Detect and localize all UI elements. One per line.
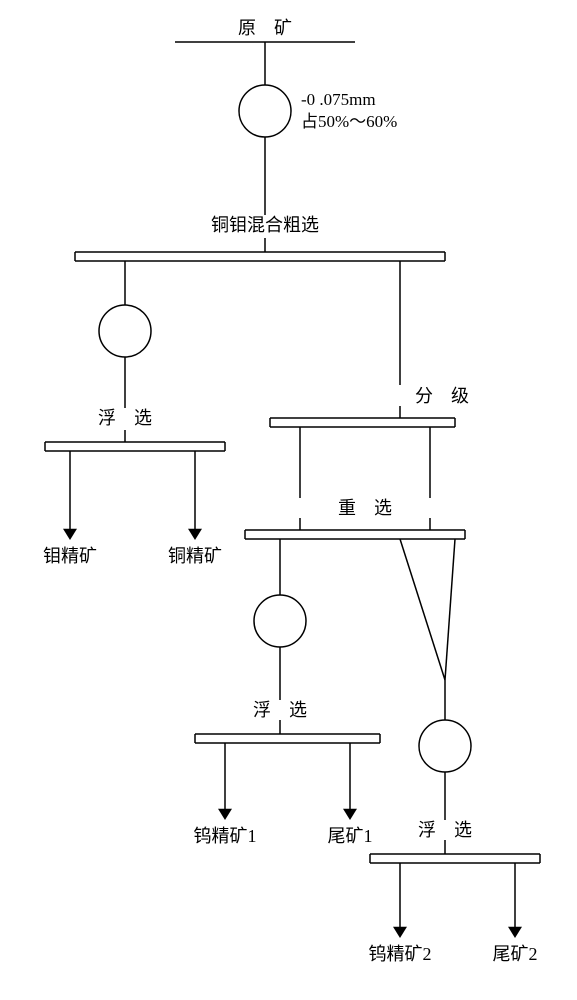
flotation-left-label: 浮 选 bbox=[98, 408, 152, 428]
cu-arrow-icon bbox=[188, 529, 202, 540]
flotation-mid-label: 浮 选 bbox=[253, 700, 307, 720]
flotation-left-bar bbox=[45, 442, 225, 451]
w-conc-2-label: 钨精矿2 bbox=[369, 944, 432, 964]
wconc1-arrow-icon bbox=[218, 809, 232, 820]
classify-bar bbox=[270, 418, 455, 427]
flotation-mid-bar bbox=[195, 734, 380, 743]
tail-1-label: 尾矿1 bbox=[328, 826, 373, 846]
regrind-left-circle-icon bbox=[99, 305, 151, 357]
gravity-label: 重 选 bbox=[338, 498, 392, 518]
wconc2-arrow-icon bbox=[393, 927, 407, 938]
tail2-arrow-icon bbox=[508, 927, 522, 938]
flotation-right-label: 浮 选 bbox=[418, 820, 472, 840]
cu-mo-rougher-label: 铜钼混合粗选 bbox=[211, 215, 319, 235]
gravity-bar bbox=[245, 530, 465, 539]
regrind-right-circle-icon bbox=[419, 720, 471, 772]
flotation-right-bar bbox=[370, 854, 540, 863]
cu-conc-label: 铜精矿 bbox=[168, 546, 222, 566]
funnel-left-line bbox=[400, 539, 445, 680]
grind-note-1: -0 .075mm bbox=[301, 90, 376, 109]
mo-conc-label: 钼精矿 bbox=[43, 546, 97, 566]
raw-ore-label: 原 矿 bbox=[238, 18, 292, 38]
classify-label: 分 级 bbox=[415, 386, 469, 406]
grind-note-2: 占50%～60% bbox=[301, 112, 397, 131]
funnel-right-line bbox=[445, 539, 455, 680]
mo-arrow-icon bbox=[63, 529, 77, 540]
tail-2-label: 尾矿2 bbox=[493, 944, 538, 964]
tail1-arrow-icon bbox=[343, 809, 357, 820]
grinding-circle-icon bbox=[239, 85, 291, 137]
regrind-mid-circle-icon bbox=[254, 595, 306, 647]
w-conc-1-label: 钨精矿1 bbox=[194, 826, 257, 846]
rougher-split-bar bbox=[75, 252, 445, 261]
